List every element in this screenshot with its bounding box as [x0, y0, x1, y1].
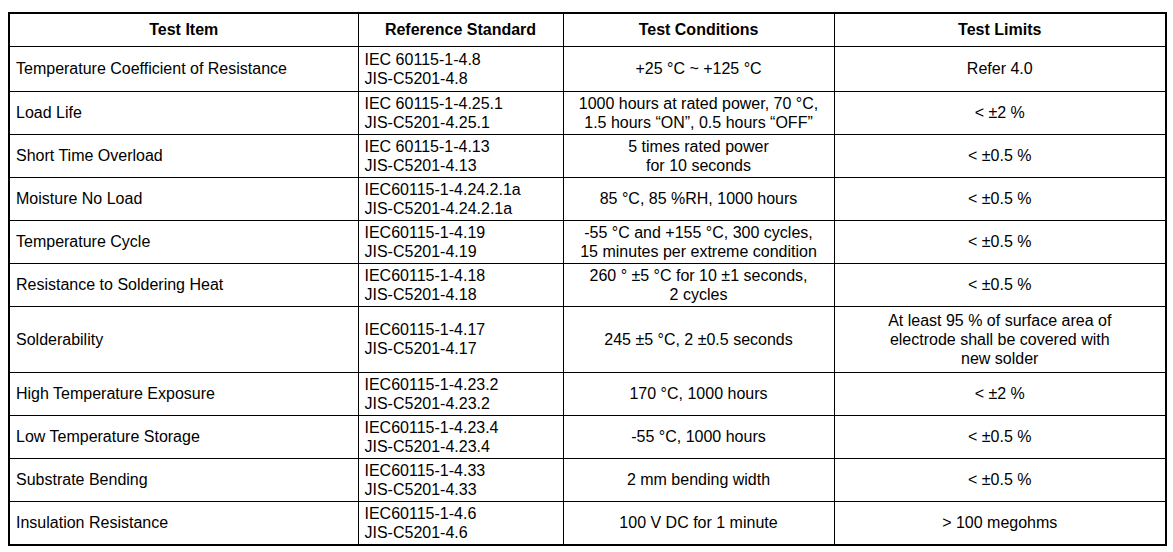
- test-item-cell: Low Temperature Storage: [9, 415, 358, 458]
- table-row: Temperature Coefficient of Resistance IE…: [9, 46, 1166, 91]
- table-row: High Temperature Exposure IEC60115-1-4.2…: [9, 372, 1166, 415]
- test-limits-cell: > 100 megohms: [834, 501, 1166, 545]
- reference-standard-cell: IEC60115-1-4.18 JIS-C5201-4.18: [358, 263, 563, 306]
- test-conditions-cell: 85 °C, 85 %RH, 1000 hours: [563, 177, 834, 220]
- test-item-cell: Temperature Cycle: [9, 220, 358, 263]
- reference-standard-cell: IEC60115-1-4.6 JIS-C5201-4.6: [358, 501, 563, 545]
- header-test-item: Test Item: [9, 13, 358, 46]
- reference-standard-cell: IEC 60115-1-4.25.1 JIS-C5201-4.25.1: [358, 91, 563, 134]
- test-limits-cell: < ±0.5 %: [834, 263, 1166, 306]
- table-row: Moisture No Load IEC60115-1-4.24.2.1a JI…: [9, 177, 1166, 220]
- test-limits-cell: < ±2 %: [834, 91, 1166, 134]
- table-row: Load Life IEC 60115-1-4.25.1 JIS-C5201-4…: [9, 91, 1166, 134]
- test-conditions-cell: 100 V DC for 1 minute: [563, 501, 834, 545]
- test-conditions-cell: 170 °C, 1000 hours: [563, 372, 834, 415]
- table-row: Insulation Resistance IEC60115-1-4.6 JIS…: [9, 501, 1166, 545]
- test-limits-cell: < ±2 %: [834, 372, 1166, 415]
- test-limits-cell: < ±0.5 %: [834, 458, 1166, 501]
- table-row: Resistance to Soldering Heat IEC60115-1-…: [9, 263, 1166, 306]
- test-conditions-cell: 260 ° ±5 °C for 10 ±1 seconds, 2 cycles: [563, 263, 834, 306]
- test-item-cell: Short Time Overload: [9, 134, 358, 177]
- table-header-row: Test Item Reference Standard Test Condit…: [9, 13, 1166, 46]
- test-item-cell: Temperature Coefficient of Resistance: [9, 46, 358, 91]
- table-row: Low Temperature Storage IEC60115-1-4.23.…: [9, 415, 1166, 458]
- reference-standard-cell: IEC 60115-1-4.13 JIS-C5201-4.13: [358, 134, 563, 177]
- test-limits-cell: At least 95 % of surface area of electro…: [834, 306, 1166, 372]
- test-limits-cell: < ±0.5 %: [834, 415, 1166, 458]
- reference-standard-cell: IEC60115-1-4.24.2.1a JIS-C5201-4.24.2.1a: [358, 177, 563, 220]
- test-item-cell: High Temperature Exposure: [9, 372, 358, 415]
- header-reference-standard: Reference Standard: [358, 13, 563, 46]
- test-conditions-cell: +25 °C ~ +125 °C: [563, 46, 834, 91]
- table-row: Temperature Cycle IEC60115-1-4.19 JIS-C5…: [9, 220, 1166, 263]
- test-item-cell: Substrate Bending: [9, 458, 358, 501]
- table-row: Short Time Overload IEC 60115-1-4.13 JIS…: [9, 134, 1166, 177]
- header-test-conditions: Test Conditions: [563, 13, 834, 46]
- test-conditions-cell: 5 times rated power for 10 seconds: [563, 134, 834, 177]
- test-item-cell: Moisture No Load: [9, 177, 358, 220]
- test-specification-table: Test Item Reference Standard Test Condit…: [8, 12, 1167, 546]
- table-row: Solderability IEC60115-1-4.17 JIS-C5201-…: [9, 306, 1166, 372]
- test-conditions-cell: 245 ±5 °C, 2 ±0.5 seconds: [563, 306, 834, 372]
- test-conditions-cell: -55 °C, 1000 hours: [563, 415, 834, 458]
- table-row: Substrate Bending IEC60115-1-4.33 JIS-C5…: [9, 458, 1166, 501]
- test-conditions-cell: -55 °C and +155 °C, 300 cycles, 15 minut…: [563, 220, 834, 263]
- reference-standard-cell: IEC60115-1-4.17 JIS-C5201-4.17: [358, 306, 563, 372]
- reference-standard-cell: IEC60115-1-4.23.4 JIS-C5201-4.23.4: [358, 415, 563, 458]
- reference-standard-cell: IEC60115-1-4.23.2 JIS-C5201-4.23.2: [358, 372, 563, 415]
- reference-standard-cell: IEC 60115-1-4.8 JIS-C5201-4.8: [358, 46, 563, 91]
- test-limits-cell: < ±0.5 %: [834, 220, 1166, 263]
- test-limits-cell: Refer 4.0: [834, 46, 1166, 91]
- reference-standard-cell: IEC60115-1-4.19 JIS-C5201-4.19: [358, 220, 563, 263]
- reference-standard-cell: IEC60115-1-4.33 JIS-C5201-4.33: [358, 458, 563, 501]
- test-item-cell: Resistance to Soldering Heat: [9, 263, 358, 306]
- test-item-cell: Insulation Resistance: [9, 501, 358, 545]
- test-limits-cell: < ±0.5 %: [834, 134, 1166, 177]
- test-item-cell: Solderability: [9, 306, 358, 372]
- page: Test Item Reference Standard Test Condit…: [0, 0, 1173, 552]
- test-item-cell: Load Life: [9, 91, 358, 134]
- test-conditions-cell: 2 mm bending width: [563, 458, 834, 501]
- test-conditions-cell: 1000 hours at rated power, 70 °C, 1.5 ho…: [563, 91, 834, 134]
- header-test-limits: Test Limits: [834, 13, 1166, 46]
- test-limits-cell: < ±0.5 %: [834, 177, 1166, 220]
